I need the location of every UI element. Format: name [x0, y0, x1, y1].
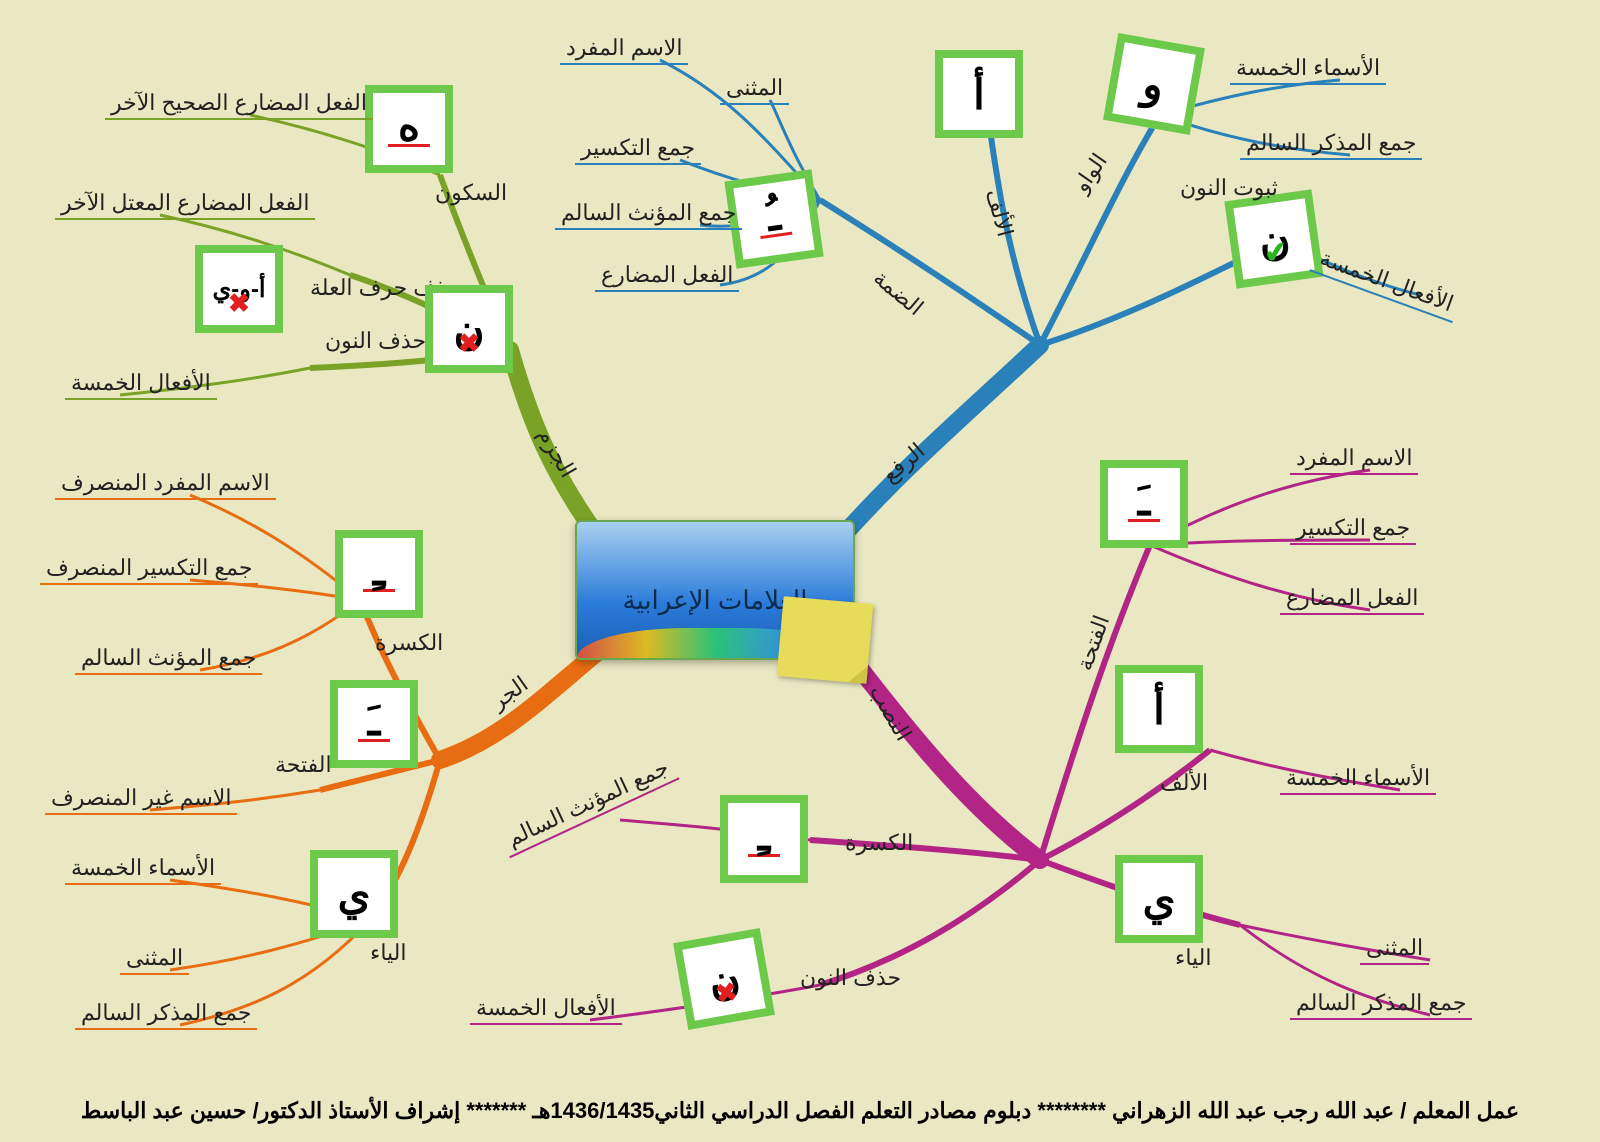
box-nasb-kasra: ـِ: [720, 795, 808, 883]
sub-label-raf-noon: ثبوت النون: [1180, 175, 1278, 201]
box-jarr-yaa: ي: [310, 850, 398, 938]
leaf: جمع التكسير: [1290, 515, 1416, 545]
leaf: جمع التكسير المنصرف: [40, 555, 258, 585]
box-raf-waw: و: [1103, 33, 1205, 135]
sub-label-jazm-sukoon: السكون: [435, 180, 507, 206]
box-nasb-alif: أ: [1115, 665, 1203, 753]
leaf: الأسماء الخمسة: [65, 855, 221, 885]
leaf: المثنى: [120, 945, 189, 975]
sub-label-nasb-yaa: الياء: [1175, 945, 1212, 971]
box-jarr-fatha: ـَ: [330, 680, 418, 768]
box-jazm-noon: ن✖: [425, 285, 513, 373]
leaf: جمع المذكر السالم: [1240, 130, 1422, 160]
leaf: الفعل المضارع الصحيح الآخر: [105, 90, 373, 120]
leaf: جمع المذكر السالم: [1290, 990, 1472, 1020]
sticky-note-icon: [777, 596, 874, 684]
box-jarr-kasra: ـِ: [335, 530, 423, 618]
leaf: الأفعال الخمسة: [1309, 243, 1462, 323]
box-raf-alif: أ: [935, 50, 1023, 138]
sub-label-jarr-fatha: الفتحة: [275, 752, 332, 778]
leaf: الأفعال الخمسة: [470, 995, 622, 1025]
leaf: الفعل المضارع: [595, 262, 739, 292]
box-nasb-fatha: ـَ: [1100, 460, 1188, 548]
leaf: الفعل المضارع: [1280, 585, 1424, 615]
sub-label-jazm-noon: حذف النون: [325, 328, 426, 354]
sub-label-nasb-fatha: الفتحة: [1071, 612, 1115, 674]
sub-label-nasb-noon: حذف النون: [800, 965, 901, 991]
branch-label-nasb: النصب: [864, 680, 917, 745]
leaf: الاسم غير المنصرف: [45, 785, 237, 815]
leaf: جمع المؤنث السالم: [555, 200, 742, 230]
branch-label-raf: الرفع: [877, 438, 930, 488]
leaf: الاسم المفرد: [560, 35, 688, 65]
sub-label-nasb-alif: الألف: [1160, 770, 1208, 796]
center-title: العلامات الإعرابية: [623, 585, 808, 616]
leaf: الاسم المفرد المنصرف: [55, 470, 276, 500]
box-jazm-illah: أ-و-ي✖: [195, 245, 283, 333]
leaf: المثنى: [1360, 935, 1429, 965]
leaf: جمع المؤنث السالم: [75, 645, 262, 675]
footer-credits: عمل المعلم / عبد الله رجب عبد الله الزهر…: [0, 1098, 1600, 1124]
box-nasb-noon: ن✖: [673, 928, 775, 1030]
leaf: المثنى: [720, 75, 789, 105]
branch-label-jarr: الجر: [486, 671, 533, 715]
leaf: جمع التكسير: [575, 135, 701, 165]
branch-label-jazm: الجزم: [532, 424, 581, 483]
leaf: الاسم المفرد: [1290, 445, 1418, 475]
leaf: الأفعال الخمسة: [65, 370, 217, 400]
sub-label-jarr-kasra: الكسرة: [375, 630, 443, 656]
sub-label-raf-waw: الواو: [1068, 149, 1113, 197]
leaf: جمع المذكر السالم: [75, 1000, 257, 1030]
leaf: جمع المؤنث السالم: [497, 752, 679, 858]
sub-label-raf-damma: الضمة: [868, 265, 928, 321]
sub-label-nasb-kasra: الكسرة: [845, 830, 913, 856]
box-raf-noon: ن✔: [1224, 189, 1323, 288]
sub-label-jarr-yaa: الياء: [370, 940, 407, 966]
box-jazm-sukoon: ه: [365, 85, 453, 173]
leaf: الأسماء الخمسة: [1280, 765, 1436, 795]
leaf: الأسماء الخمسة: [1230, 55, 1386, 85]
sub-label-raf-alif: الألف: [980, 186, 1018, 239]
leaf: الفعل المضارع المعتل الآخر: [55, 190, 315, 220]
box-nasb-yaa: ي: [1115, 855, 1203, 943]
